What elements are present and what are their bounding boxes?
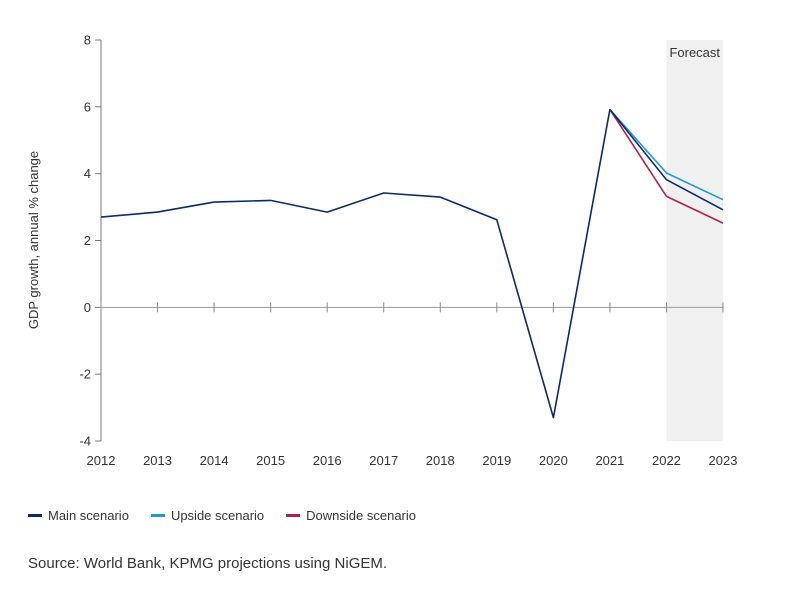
y-axis-label: GDP growth, annual % change [26,151,41,329]
x-tick-label: 2013 [143,453,172,468]
x-tick-label: 2022 [652,453,681,468]
legend-item: Upside scenario [150,508,265,523]
legend-label: Downside scenario [306,508,416,523]
x-tick-label: 2019 [482,453,511,468]
forecast-label: Forecast [669,45,720,60]
x-tick-label: 2020 [539,453,568,468]
line-chart: Forecast -4 -2 0 2 4 6 8 2012 2013 2014 2015 2016 20… [26,33,738,469]
forecast-band [666,40,723,441]
x-tick-label: 2014 [200,453,229,468]
legend-item: Downside scenario [286,508,416,523]
x-tick-label: 2023 [709,453,738,468]
y-tick-label: 2 [84,233,91,248]
y-tick-label: 8 [84,33,91,48]
legend-swatch [28,514,42,517]
source-note: Source: World Bank, KPMG projections usi… [28,555,388,572]
x-tick-label: 2015 [256,453,285,468]
legend-label: Upside scenario [170,508,265,523]
legend-label: Main scenario [48,508,129,523]
legend: Main scenario Upside scenario Downside sce… [28,508,438,523]
y-tick-label: -4 [79,434,91,449]
x-tick-label: 2012 [87,453,116,468]
y-tick-label: -2 [79,367,91,382]
x-tick-label: 2021 [595,453,624,468]
y-tick-label: 4 [84,166,91,181]
y-tick-label: 6 [84,99,91,114]
legend-item: Main scenario [28,508,129,523]
series-line-upside-scenario [609,108,724,201]
series-line-main-scenario [100,108,724,419]
series-line-downside-scenario [609,109,724,224]
x-tick-label: 2016 [313,453,342,468]
x-tick-label: 2018 [426,453,455,468]
legend-swatch [286,514,301,517]
legend-swatch [150,514,165,517]
y-tick-label: 0 [84,300,91,315]
x-tick-label: 2017 [369,453,398,468]
